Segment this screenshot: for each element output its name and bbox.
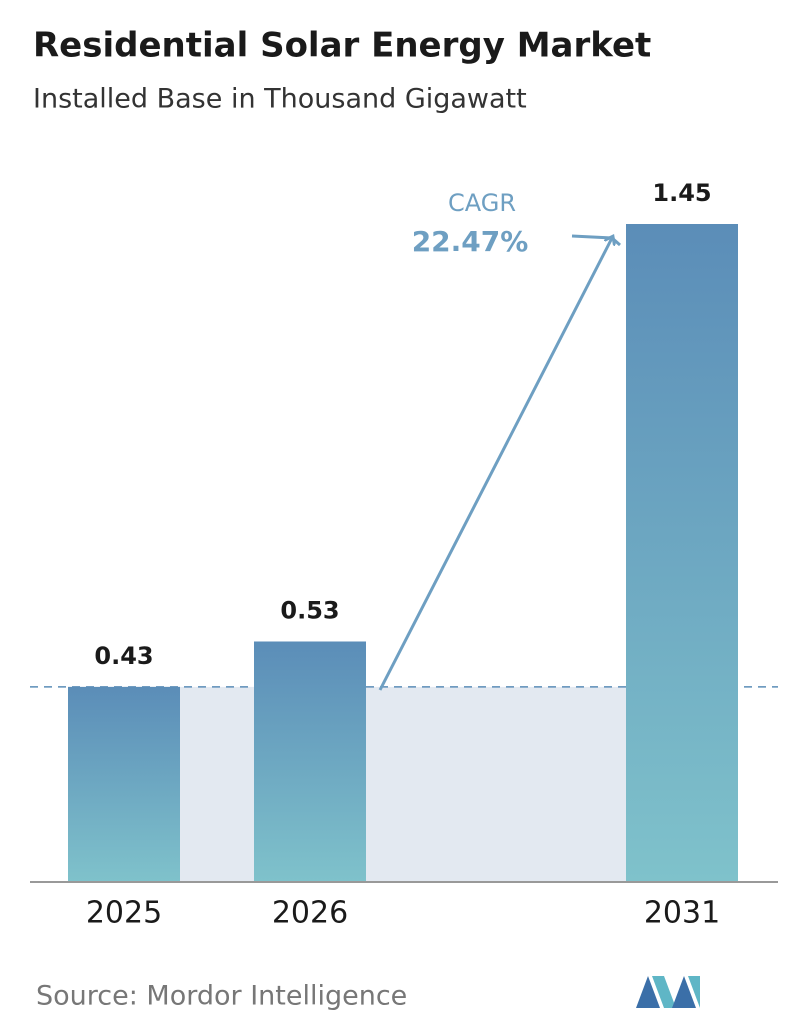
cagr-arrow (378, 238, 612, 691)
bar (254, 641, 366, 882)
x-tick-label: 2026 (272, 896, 348, 931)
x-tick-label: 2031 (644, 896, 720, 931)
cagr-value: 22.47% (412, 225, 529, 258)
chart-subtitle: Installed Base in Thousand Gigawatt (33, 84, 527, 115)
source: Source: Mordor Intelligence (36, 981, 407, 1012)
bar (68, 686, 180, 882)
x-tick-label: 2025 (86, 896, 162, 931)
value-label: 0.53 (280, 596, 339, 624)
bar (626, 224, 738, 882)
cagr-arrow-head (571, 234, 621, 247)
value-label: 1.45 (652, 179, 711, 207)
chart-title: Residential Solar Energy Market (33, 26, 651, 66)
plot-area: 0.43 2025 0.53 2026 1.45 2031 (30, 179, 778, 931)
value-label: 0.43 (94, 642, 153, 670)
logo (636, 976, 700, 1008)
cagr-label: CAGR (448, 189, 516, 217)
reference-band (124, 686, 682, 882)
